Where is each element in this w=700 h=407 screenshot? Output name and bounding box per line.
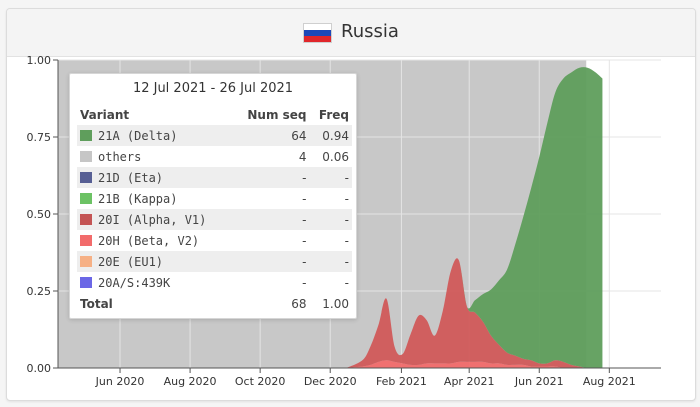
variant-label: 20E (EU1): [98, 254, 164, 269]
x-tick-label: Feb 2021: [376, 375, 427, 388]
y-tick-label: 0.75: [27, 131, 52, 144]
area-20h-beta-v2-: [346, 360, 603, 369]
variant-name: 20H (Beta, V2): [77, 230, 233, 251]
x-tick-label: Jun 2021: [514, 375, 564, 388]
variant-name: 20A/S:439K: [77, 272, 233, 293]
tooltip-total-row: Total 68 1.00: [77, 293, 352, 314]
num-seq-value: -: [302, 233, 307, 248]
tooltip-header-row: Variant Num seq Freq: [77, 104, 352, 125]
legend-swatch: [80, 213, 92, 225]
variant-label: 21A (Delta): [98, 128, 178, 143]
header-num-seq: Num seq: [247, 107, 307, 122]
freq-value: -: [309, 167, 352, 188]
variant-name: 21B (Kappa): [77, 188, 233, 209]
header-freq: Freq: [318, 107, 349, 122]
russia-flag-icon: [303, 23, 332, 43]
freq-value: 0.94: [309, 125, 352, 146]
tooltip-row: others 4 0.06: [77, 146, 352, 167]
area-21a-delta-: [346, 67, 603, 369]
variant-label: 21B (Kappa): [98, 191, 178, 206]
y-tick-label: 0.00: [27, 362, 52, 375]
flag-stripe-white: [304, 24, 331, 30]
freq-value: -: [309, 209, 352, 230]
total-freq: 1.00: [322, 296, 349, 311]
variant-label: others: [98, 149, 142, 164]
variant-name: 20E (EU1): [77, 251, 233, 272]
area-20i-alpha-v1-: [346, 258, 603, 369]
variant-name: 20I (Alpha, V1): [77, 209, 233, 230]
num-seq-value: -: [302, 275, 307, 290]
variant-label: 20I (Alpha, V1): [98, 212, 207, 227]
x-tick-label: Apr 2021: [444, 375, 495, 388]
variant-name: 21D (Eta): [77, 167, 233, 188]
tooltip-row: 20I (Alpha, V1) - -: [77, 209, 352, 230]
country-title: Russia: [341, 21, 399, 42]
x-tick-label: Aug 2020: [164, 375, 217, 388]
legend-swatch: [80, 255, 92, 267]
legend-swatch: [80, 192, 92, 204]
legend-swatch: [80, 150, 92, 162]
variant-label: 20A/S:439K: [98, 275, 171, 290]
legend-swatch: [80, 234, 92, 246]
variant-label: 20H (Beta, V2): [98, 233, 200, 248]
x-tick-label: Aug 2021: [583, 375, 636, 388]
y-tick-label: 0.50: [27, 208, 52, 221]
freq-value: -: [344, 233, 349, 248]
tooltip-date-range: 12 Jul 2021 - 26 Jul 2021: [132, 81, 294, 96]
variant-name: 21A (Delta): [77, 125, 233, 146]
num-seq-value: -: [302, 191, 307, 206]
legend-swatch: [80, 276, 92, 288]
chart-header: Russia: [7, 9, 695, 57]
tooltip-row: 21B (Kappa) - -: [77, 188, 352, 209]
freq-value: -: [309, 251, 352, 272]
freq-value: -: [344, 191, 349, 206]
tooltip-row: 20E (EU1) - -: [77, 251, 352, 272]
num-seq-value: 4: [298, 149, 307, 164]
num-seq-value: -: [232, 167, 310, 188]
tooltip-rows: 21A (Delta) 64 0.94 others 4 0.06 21D (Eta) - -2…: [77, 125, 352, 314]
tooltip-row: 21A (Delta) 64 0.94: [77, 125, 352, 146]
tooltip-table: Variant Num seq Freq 21A (Delta) 64 0.94 ot…: [77, 104, 352, 314]
num-seq-value: 64: [232, 125, 310, 146]
hover-tooltip: 12 Jul 2021 - 26 Jul 2021 Variant Num se…: [69, 73, 357, 319]
num-seq-value: -: [232, 209, 310, 230]
freq-value: -: [344, 275, 349, 290]
variant-name: others: [77, 146, 233, 167]
legend-swatch: [80, 171, 92, 183]
total-num-seq: 68: [291, 296, 307, 311]
variant-label: 21D (Eta): [98, 170, 164, 185]
header-variant: Variant: [80, 107, 130, 122]
flag-stripe-blue: [304, 30, 331, 36]
x-tick-label: Oct 2020: [235, 375, 286, 388]
num-seq-value: -: [232, 251, 310, 272]
legend-swatch: [80, 129, 92, 141]
freq-value: 0.06: [322, 149, 349, 164]
y-tick-label: 1.00: [27, 54, 52, 67]
y-tick-label: 0.25: [27, 285, 52, 298]
tooltip-row: 20A/S:439K - -: [77, 272, 352, 293]
tooltip-row: 21D (Eta) - -: [77, 167, 352, 188]
x-tick-label: Jun 2020: [95, 375, 145, 388]
total-label: Total: [80, 296, 113, 311]
tooltip-row: 20H (Beta, V2) - -: [77, 230, 352, 251]
flag-stripe-red: [304, 36, 331, 42]
x-tick-label: Dec 2020: [304, 375, 357, 388]
